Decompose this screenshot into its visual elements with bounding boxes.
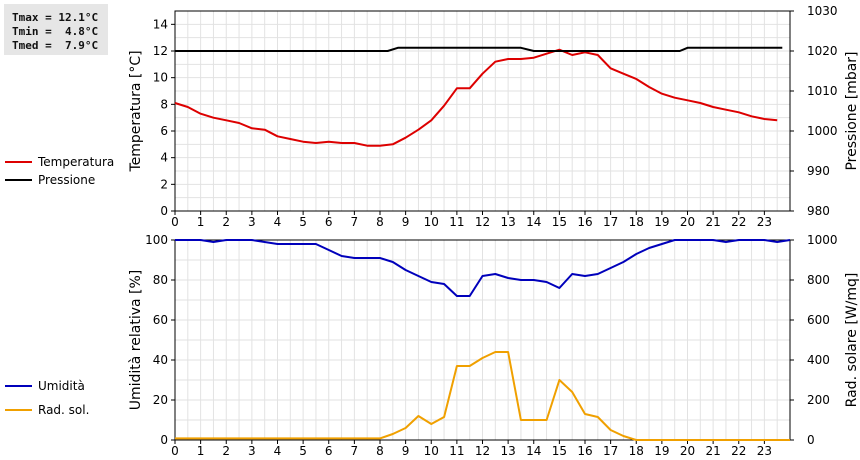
x-tick-label: 15: [552, 444, 567, 458]
temperature-pressure-panel: 0 1 2 3 4 5 6 7 8 9 10 11 12 13 14 15 16 17 18 19 20 21 22 2302…: [5, 4, 860, 229]
series-line-pressione: [175, 46, 783, 52]
x-tick-label: 23: [757, 444, 772, 458]
x-tick-label: 3: [248, 215, 256, 229]
x-tick-label: 5: [299, 215, 307, 229]
stats-tmed: Tmed = 7.9°C: [12, 39, 98, 52]
series-line-umidit: [175, 239, 791, 297]
x-tick-label: 16: [577, 444, 592, 458]
x-tick-label: 1: [197, 444, 205, 458]
y-tick-label-left: 10: [153, 71, 168, 85]
x-tick-label: 17: [603, 444, 618, 458]
x-tick-label: 8: [376, 215, 384, 229]
x-tick-label: 14: [526, 215, 541, 229]
y-tick-label-right: 600: [807, 313, 830, 327]
x-tick-label: 20: [680, 215, 695, 229]
y-tick-label-left: 0: [160, 433, 168, 447]
x-tick-label: 1: [197, 215, 205, 229]
x-tick-label: 4: [274, 444, 282, 458]
x-tick-label: 4: [274, 215, 282, 229]
x-tick-label: 5: [299, 444, 307, 458]
x-tick-label: 2: [222, 444, 230, 458]
x-tick-label: 10: [424, 215, 439, 229]
y-tick-label-left: 100: [145, 233, 168, 247]
y-tick-label-left: 80: [153, 273, 168, 287]
y-tick-label-right: 1000: [807, 233, 838, 247]
y-tick-label-left: 60: [153, 313, 168, 327]
x-tick-label: 6: [325, 444, 333, 458]
x-tick-label: 9: [402, 215, 410, 229]
stats-tmin: Tmin = 4.8°C: [12, 25, 98, 38]
x-tick-label: 19: [654, 444, 669, 458]
x-tick-label: 22: [731, 215, 746, 229]
y-tick-label-right: 1030: [807, 4, 838, 18]
x-tick-label: 8: [376, 444, 384, 458]
y-tick-label-left: 14: [153, 17, 168, 31]
x-tick-label: 13: [500, 444, 515, 458]
y-tick-label-left: 0: [160, 204, 168, 218]
x-tick-label: 12: [475, 444, 490, 458]
series-line-rad-sol: [175, 351, 790, 441]
legend-label: Umidità: [38, 379, 85, 393]
x-tick-label: 19: [654, 215, 669, 229]
x-tick-label: 21: [705, 444, 720, 458]
y-axis-title-right: Pressione [mbar]: [844, 51, 860, 170]
y-tick-label-left: 6: [160, 124, 168, 138]
x-tick-label: 18: [629, 444, 644, 458]
humidity-radiation-panel: 0 1 2 3 4 5 6 7 8 9 10 11 12 13 14 15 16 17 18 19 20 21 22 2302…: [5, 233, 860, 458]
x-tick-label: 3: [248, 444, 256, 458]
y-tick-label-left: 20: [153, 393, 168, 407]
x-tick-label: 15: [552, 215, 567, 229]
y-axis-title-right: Rad. solare [W/mq]: [844, 273, 860, 408]
x-tick-label: 2: [222, 215, 230, 229]
y-tick-label-left: 40: [153, 353, 168, 367]
legend-label: Pressione: [38, 173, 95, 187]
y-tick-label-right: 980: [807, 204, 830, 218]
y-tick-label-left: 4: [160, 151, 168, 165]
series-line-temperatura: [174, 48, 778, 147]
x-tick-label: 17: [603, 215, 618, 229]
legend-label: Temperatura: [37, 155, 114, 169]
stats-box: Tmax = 12.1°C Tmin = 4.8°C Tmed = 7.9°C: [4, 4, 108, 55]
y-axis-title-left: Umidità relativa [%]: [128, 270, 144, 411]
x-tick-label: 16: [577, 215, 592, 229]
y-tick-label-right: 800: [807, 273, 830, 287]
x-tick-label: 7: [351, 444, 359, 458]
y-tick-label-right: 400: [807, 353, 830, 367]
y-tick-label-right: 990: [807, 164, 830, 178]
x-tick-label: 14: [526, 444, 541, 458]
x-tick-label: 13: [500, 215, 515, 229]
x-tick-label: 18: [629, 215, 644, 229]
x-tick-label: 20: [680, 444, 695, 458]
x-tick-label: 11: [449, 215, 464, 229]
x-tick-label: 6: [325, 215, 333, 229]
x-tick-label: 0: [171, 444, 179, 458]
y-tick-label-right: 1010: [807, 84, 838, 98]
legend-label: Rad. sol.: [38, 403, 89, 417]
x-tick-label: 10: [424, 444, 439, 458]
y-tick-label-right: 200: [807, 393, 830, 407]
y-tick-label-left: 12: [153, 44, 168, 58]
y-tick-label-left: 2: [160, 177, 168, 191]
x-tick-label: 12: [475, 215, 490, 229]
y-tick-label-right: 1020: [807, 44, 838, 58]
stats-box-background: [4, 4, 108, 55]
x-tick-label: 22: [731, 444, 746, 458]
x-tick-label: 7: [351, 215, 359, 229]
x-tick-label: 21: [705, 215, 720, 229]
y-axis-title-left: Temperatura [°C]: [128, 50, 144, 172]
y-tick-label-right: 0: [807, 433, 815, 447]
x-tick-label: 0: [171, 215, 179, 229]
x-tick-label: 23: [757, 215, 772, 229]
x-tick-label: 9: [402, 444, 410, 458]
y-tick-label-right: 1000: [807, 124, 838, 138]
stats-tmax: Tmax = 12.1°C: [12, 11, 98, 24]
x-tick-label: 11: [449, 444, 464, 458]
y-tick-label-left: 8: [160, 97, 168, 111]
